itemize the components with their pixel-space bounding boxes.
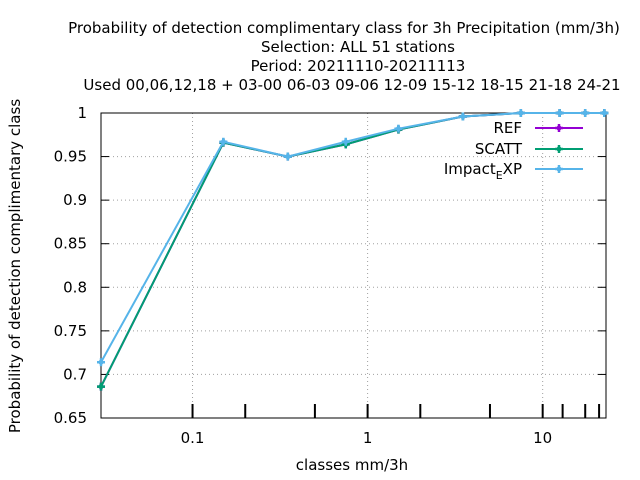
axes (100, 112, 607, 419)
y-tick-label: 0.95 (54, 148, 87, 166)
x-axis-label: classes mm/3h (296, 456, 408, 474)
legend: REF SCATT ImpactEXP (444, 119, 583, 182)
y-tick-label: 0.9 (63, 191, 87, 209)
series-0 (97, 109, 609, 391)
x-tick-label: 1 (363, 429, 373, 447)
x-tick-label: 10 (533, 429, 552, 447)
data-point (97, 382, 105, 391)
chart-title: Probability of detection complimentary c… (68, 19, 620, 94)
title-line-4: Used 00,06,12,18 + 03-00 06-03 09-06 12-… (83, 76, 620, 94)
y-tick-label: 0.65 (54, 409, 87, 427)
x-axis-ticks: 0.1 1 10 (181, 404, 601, 447)
y-tick-label: 0.85 (54, 235, 87, 253)
legend-item-2: ImpactEXP (444, 160, 583, 182)
legend-label: SCATT (475, 140, 523, 158)
data-point (555, 109, 564, 117)
data-point (341, 137, 350, 146)
grid (101, 113, 606, 418)
legend-label: ImpactEXP (444, 160, 522, 182)
data-point (283, 152, 292, 161)
title-line-1: Probability of detection complimentary c… (68, 19, 620, 37)
data-point (458, 112, 467, 121)
series-line (100, 112, 605, 363)
series-2 (97, 109, 609, 367)
data-point (219, 137, 228, 146)
data-point (394, 124, 403, 133)
y-axis-label: Probability of detection complimentary c… (6, 99, 24, 433)
data-point (516, 109, 525, 117)
y-tick-label: 1 (77, 104, 87, 122)
series-1 (97, 109, 609, 391)
x-tick-label: 0.1 (181, 429, 205, 447)
y-tick-label: 0.7 (63, 365, 87, 383)
title-line-2: Selection: ALL 51 stations (261, 38, 455, 56)
series-line (100, 112, 605, 388)
title-line-3: Period: 20211110-20211113 (251, 57, 466, 75)
data-point (97, 358, 105, 367)
y-axis-ticks: 0.65 0.7 0.75 0.8 0.85 0.9 0.95 1 (54, 104, 606, 427)
legend-label: REF (493, 119, 522, 137)
legend-item-0: REF (493, 119, 583, 137)
y-tick-label: 0.75 (54, 322, 87, 340)
y-tick-label: 0.8 (63, 278, 87, 296)
series-group (97, 109, 609, 391)
plot-border (100, 112, 607, 419)
data-point (581, 109, 590, 117)
legend-item-1: SCATT (475, 140, 583, 158)
series-line (100, 112, 605, 388)
data-point (600, 109, 609, 117)
